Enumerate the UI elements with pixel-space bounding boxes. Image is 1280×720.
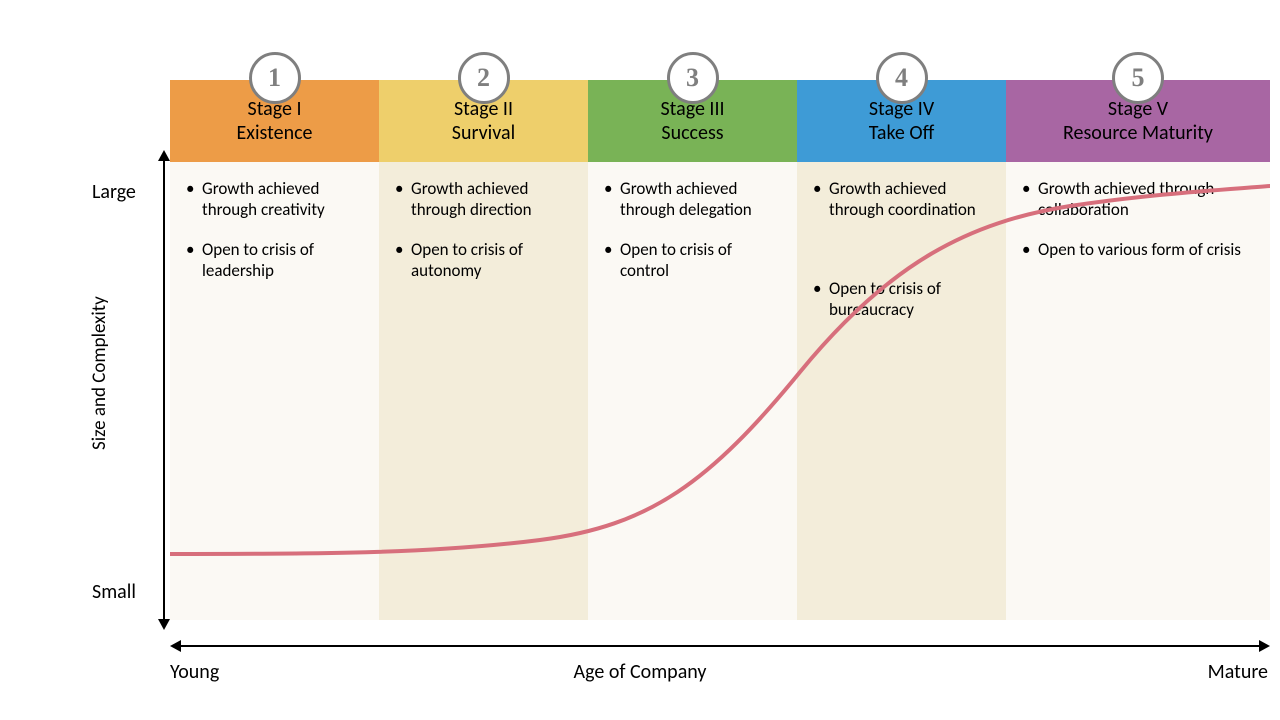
stage-bullet-list: Growth achieved through collaboration Ope… [1020,178,1256,260]
stage-number-badge: 5 [1112,52,1164,104]
stage-bullet-list: Growth achieved through creativity Open t… [184,178,365,281]
stage-title-line2: Success [661,121,723,145]
stage-bullet: Growth achieved through direction [393,178,574,221]
stage-bullet: Growth achieved through collaboration [1020,178,1256,221]
stage-bullet: Open to crisis of autonomy [393,239,574,282]
stage-column: 4Stage IVTake Off Growth achieved through… [797,80,1006,620]
stage-title-line2: Take Off [869,121,935,145]
stage-bullet: Open to crisis of leadership [184,239,365,282]
stage-body: Growth achieved through delegation Open t… [588,162,797,620]
stage-column: 3Stage IIISuccess Growth achieved through… [588,80,797,620]
y-axis-min-label: Small [92,580,136,604]
stage-bullet-list: Growth achieved through direction Open to… [393,178,574,281]
stage-body: Growth achieved through collaboration Ope… [1006,162,1270,620]
stage-header: 3Stage IIISuccess [588,80,797,162]
x-axis-line [180,645,1260,647]
stage-bullet: Growth achieved through coordination [811,178,992,221]
stage-number-badge: 2 [458,52,510,104]
y-axis [158,150,170,630]
y-axis-line [163,160,165,620]
stage-bullet: Growth achieved through creativity [184,178,365,221]
stage-bullet: Open to crisis of control [602,239,783,282]
stage-bullet: Growth achieved through delegation [602,178,783,221]
x-axis [170,640,1270,652]
stage-title-line2: Existence [237,121,313,145]
stage-bullet-list: Growth achieved through coordination Ope… [811,178,992,320]
stage-number-badge: 1 [249,52,301,104]
stage-header: 1Stage IExistence [170,80,379,162]
y-axis-title: Size and Complexity [88,296,111,450]
stage-body: Growth achieved through coordination Ope… [797,162,1006,620]
stage-bullet-list: Growth achieved through delegation Open t… [602,178,783,281]
stage-body: Growth achieved through creativity Open t… [170,162,379,620]
stage-title-line2: Resource Maturity [1063,121,1213,145]
x-axis-max-label: Mature [1208,660,1268,684]
stage-header: 2Stage IISurvival [379,80,588,162]
stage-column: 1Stage IExistence Growth achieved through… [170,80,379,620]
y-axis-max-label: Large [92,180,136,204]
stage-bullet: Open to crisis of bureaucracy [811,278,992,321]
stage-column: 5Stage VResource Maturity Growth achieved… [1006,80,1270,620]
stages-chart: 1Stage IExistenceGrowth achieved through… [170,80,1270,620]
stage-number-badge: 4 [876,52,928,104]
stage-header: 5Stage VResource Maturity [1006,80,1270,162]
stage-number-badge: 3 [667,52,719,104]
stage-body: Growth achieved through direction Open to… [379,162,588,620]
y-axis-arrow-down [158,619,170,630]
stage-column: 2Stage IISurvival Growth achieved through… [379,80,588,620]
stage-title-line2: Survival [452,121,515,145]
stage-bullet: Open to various form of crisis [1020,239,1256,260]
x-axis-arrow-right [1259,640,1270,652]
stage-columns: 1Stage IExistenceGrowth achieved through… [170,80,1270,620]
stage-header: 4Stage IVTake Off [797,80,1006,162]
x-axis-title: Age of Company [0,660,1280,684]
